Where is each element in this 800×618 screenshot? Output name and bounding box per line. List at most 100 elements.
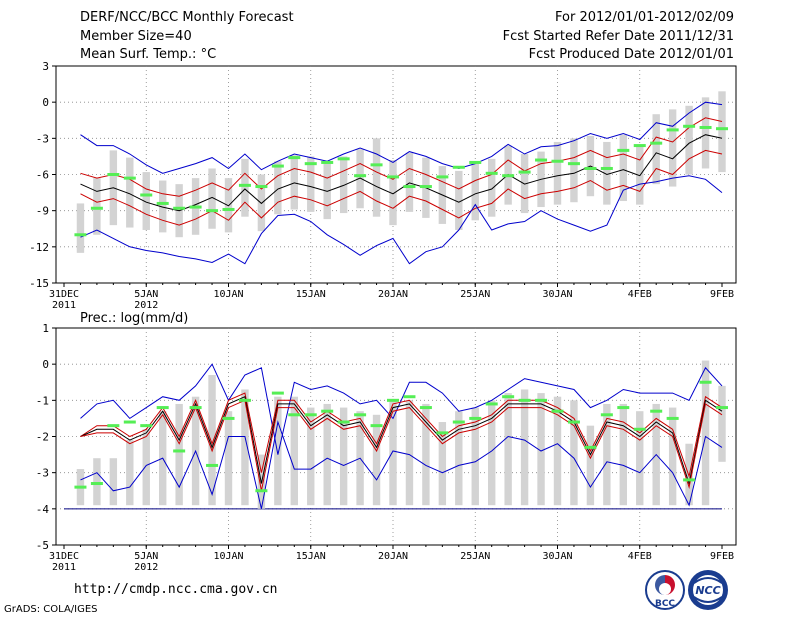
ncc-logo-text: NCC <box>695 584 720 597</box>
median-mark <box>502 174 515 178</box>
ensemble-box <box>323 403 331 506</box>
ensemble-box <box>307 407 315 506</box>
ensemble-box <box>274 396 282 506</box>
y-tick-label: -5 <box>36 539 49 552</box>
median-mark <box>107 173 120 176</box>
x-tick-label: 30JAN <box>542 289 572 300</box>
median-mark <box>716 406 728 410</box>
x-tick-label: 30JAN <box>542 551 572 562</box>
median-mark <box>600 166 613 170</box>
ensemble-box <box>405 152 414 212</box>
series-line-mean <box>80 395 723 486</box>
ensemble-box <box>290 155 299 210</box>
ensemble-box <box>701 360 710 506</box>
median-mark <box>255 185 268 189</box>
ensemble-box <box>685 105 693 175</box>
median-mark <box>156 406 169 410</box>
median-mark <box>699 380 712 384</box>
ensemble-box <box>224 411 233 506</box>
x-tick-label: 20JAN <box>378 289 408 300</box>
y-tick-label: 1 <box>42 322 49 335</box>
ensemble-box <box>93 458 101 506</box>
series-line-min <box>80 420 723 509</box>
median-mark <box>436 431 449 435</box>
median-mark <box>370 163 383 167</box>
y-tick-label: -4 <box>36 503 50 516</box>
ensemble-box <box>307 156 315 212</box>
median-mark <box>518 170 531 174</box>
ensemble-box <box>158 180 167 233</box>
ensemble-box <box>553 396 562 506</box>
ensemble-box <box>668 407 677 506</box>
median-mark <box>304 162 317 166</box>
y-tick-label: 0 <box>42 96 49 109</box>
ensemble-box <box>142 172 150 230</box>
ensemble-box <box>718 385 726 462</box>
median-mark <box>666 416 679 420</box>
x-tick-label: 5JAN <box>134 289 158 300</box>
ensemble-box <box>471 163 479 221</box>
x-tick-label: 31DEC <box>49 289 79 300</box>
median-mark <box>156 201 169 205</box>
ensemble-box <box>455 411 463 506</box>
ensemble-box <box>619 403 628 506</box>
x-tick-label: 4FEB <box>628 289 652 300</box>
median-mark <box>354 413 367 417</box>
ensemble-box <box>109 458 118 506</box>
ensemble-box <box>652 114 660 185</box>
x-tick-sublabel: 2011 <box>52 562 76 573</box>
median-mark <box>403 395 416 399</box>
x-tick-label: 25JAN <box>460 289 490 300</box>
ensemble-box <box>241 389 249 506</box>
y-tick-label: -9 <box>36 205 49 218</box>
median-mark <box>288 156 301 160</box>
x-tick-label: 31DEC <box>49 551 79 562</box>
ensemble-box <box>274 161 282 215</box>
median-mark <box>535 398 548 402</box>
x-tick-sublabel: 2012 <box>134 300 158 311</box>
fcst-started-label: Fcst Started Refer Date 2011/12/31 <box>502 29 734 44</box>
ensemble-box <box>487 400 496 506</box>
median-mark <box>222 207 235 211</box>
ensemble-box <box>208 168 216 229</box>
ensemble-box <box>487 158 496 217</box>
x-tick-sublabel: 2012 <box>134 562 158 573</box>
median-mark <box>173 449 186 453</box>
bcc-logo-text: BCC <box>655 599 675 609</box>
median-mark <box>485 171 498 175</box>
median-mark <box>436 175 449 179</box>
ensemble-box <box>126 440 134 506</box>
ncc-logo: NCC <box>686 569 730 611</box>
median-mark <box>419 406 432 410</box>
x-tick-label: 20JAN <box>378 551 408 562</box>
median-mark <box>633 427 646 431</box>
ensemble-box <box>504 393 512 506</box>
median-mark <box>469 416 482 420</box>
ensemble-box <box>339 407 348 506</box>
ensemble-box <box>356 149 364 209</box>
median-mark <box>123 420 136 424</box>
median-mark <box>271 164 284 168</box>
ensemble-box <box>372 138 381 217</box>
ensemble-box <box>586 425 595 506</box>
website-link[interactable]: http://cmdp.ncc.cma.gov.cn <box>74 582 278 597</box>
ensemble-box <box>701 97 710 169</box>
median-mark <box>189 406 202 410</box>
median-mark <box>123 176 136 180</box>
ensemble-box <box>603 403 611 506</box>
series-line-upper <box>80 117 723 197</box>
ensemble-box <box>553 141 562 205</box>
y-tick-label: -6 <box>36 169 49 182</box>
median-mark <box>699 125 712 129</box>
ensemble-box <box>241 158 249 217</box>
median-mark <box>535 158 548 162</box>
ensemble-box <box>570 400 578 506</box>
median-mark <box>567 420 580 424</box>
ensemble-box <box>603 141 611 205</box>
ensemble-box <box>668 109 677 187</box>
member-size-label: Member Size=40 <box>80 29 192 44</box>
median-mark <box>222 416 235 420</box>
median-mark <box>452 420 465 424</box>
median-mark <box>584 445 597 449</box>
